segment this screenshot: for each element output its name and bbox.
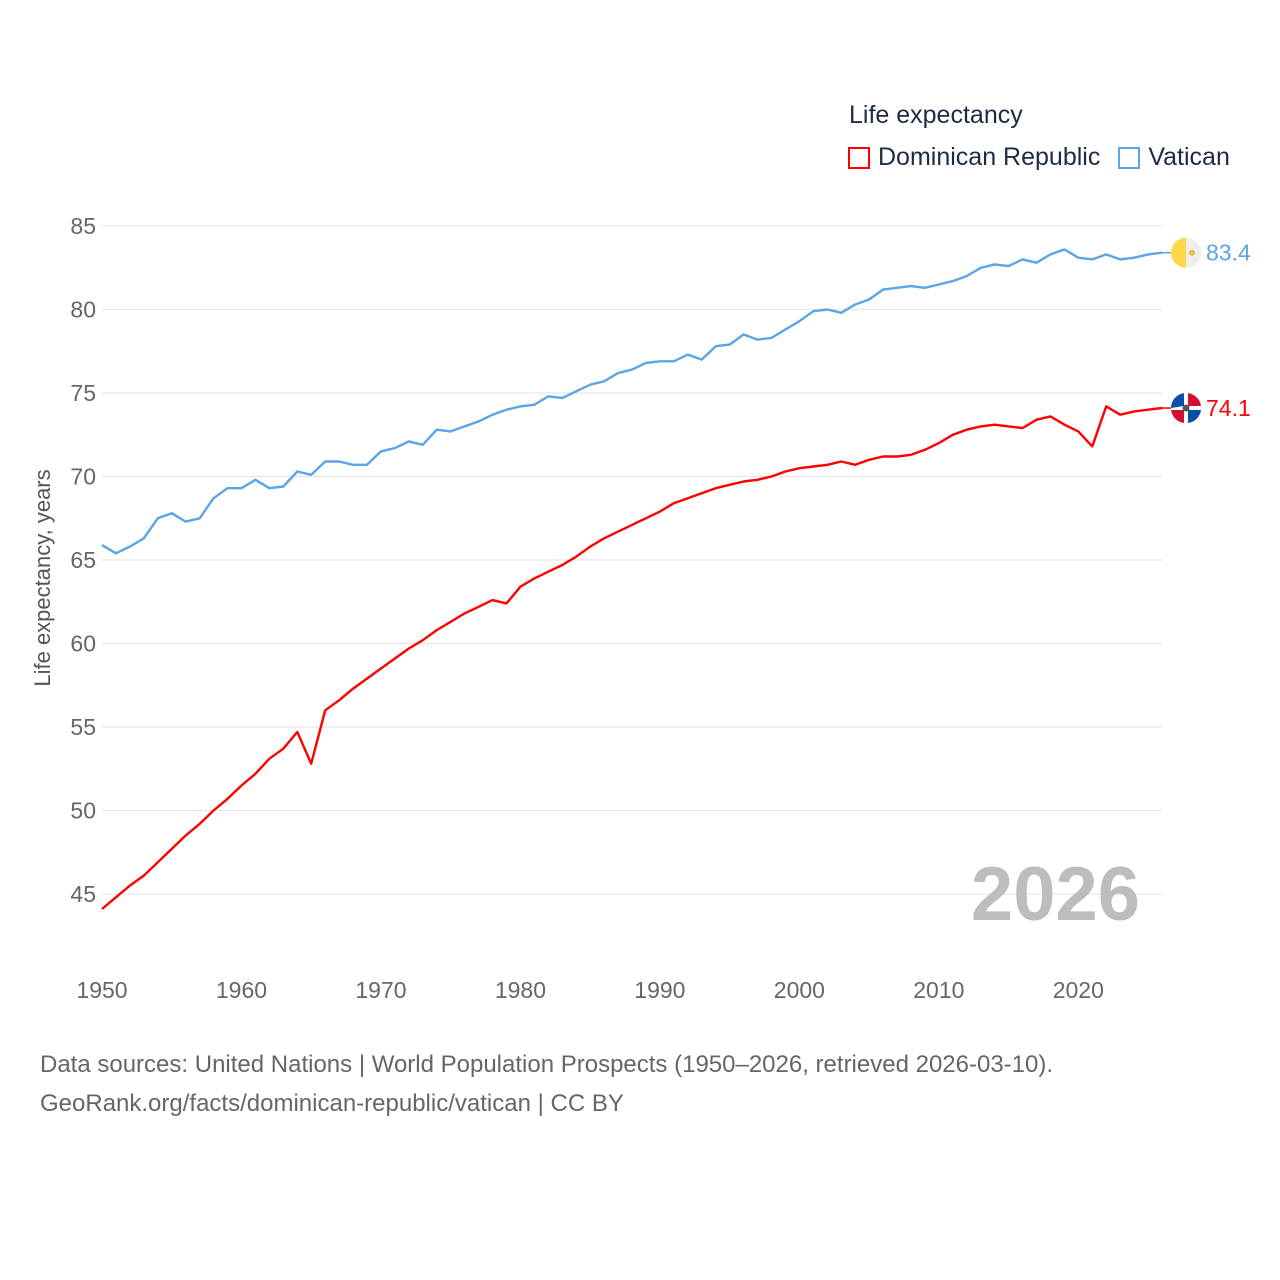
x-tick-label: 2010 [913,977,964,1003]
legend-swatch [848,146,870,169]
y-tick-label: 70 [70,464,96,490]
flag-emblem [1189,249,1195,256]
legend-swatch [1118,146,1141,169]
x-tick-label: 1990 [634,977,685,1003]
y-tick-label: 85 [70,213,96,239]
year-watermark: 2026 [971,852,1140,937]
end-value-label: 83.4 [1206,240,1251,266]
legend-label: Dominican Republic [878,143,1101,171]
source-link[interactable]: GeoRank.org/facts/dominican-republic/vat… [40,1090,624,1117]
legend-item-dominican-republic[interactable]: Dominican Republic [848,143,1100,172]
legend-label: Vatican [1148,143,1230,171]
y-tick-label: 55 [70,714,96,740]
legend: Dominican Republic Vatican [848,143,1248,172]
flag-quadrant [1188,410,1201,423]
end-value-label: 74.1 [1206,395,1251,421]
data-source-text: Data sources: United Nations | World Pop… [40,1051,1054,1078]
dominican-republic-flag-icon [1171,393,1201,424]
series-line-vatican [101,248,1163,555]
flag-quadrant [1171,393,1184,409]
y-tick-label: 60 [70,631,96,657]
flag-emblem [1182,404,1190,412]
y-tick-label: 50 [70,798,96,824]
y-tick-label: 80 [70,297,96,323]
x-tick-label: 1960 [216,977,267,1003]
flag-quadrant [1171,410,1184,423]
x-tick-label: 1980 [495,977,546,1003]
y-tick-label: 45 [70,881,96,907]
flag-quadrant [1188,393,1201,407]
footer: Data sources: United Nations | World Pop… [40,1045,1053,1123]
x-tick-label: 2020 [1053,977,1104,1003]
vatican-flag-icon [1171,237,1201,268]
x-tick-label: 1970 [355,977,406,1003]
y-tick-label: 75 [70,380,96,406]
legend-item-vatican[interactable]: Vatican [1118,143,1230,172]
x-tick-label: 1950 [76,977,127,1003]
series-line-dominican-republic [101,405,1163,910]
legend-title: Life expectancy [849,101,1023,129]
y-axis-label: Life expectancy, years [30,469,55,687]
y-tick-label: 65 [70,547,96,573]
x-tick-label: 2000 [774,977,825,1003]
flag-half [1171,237,1186,268]
